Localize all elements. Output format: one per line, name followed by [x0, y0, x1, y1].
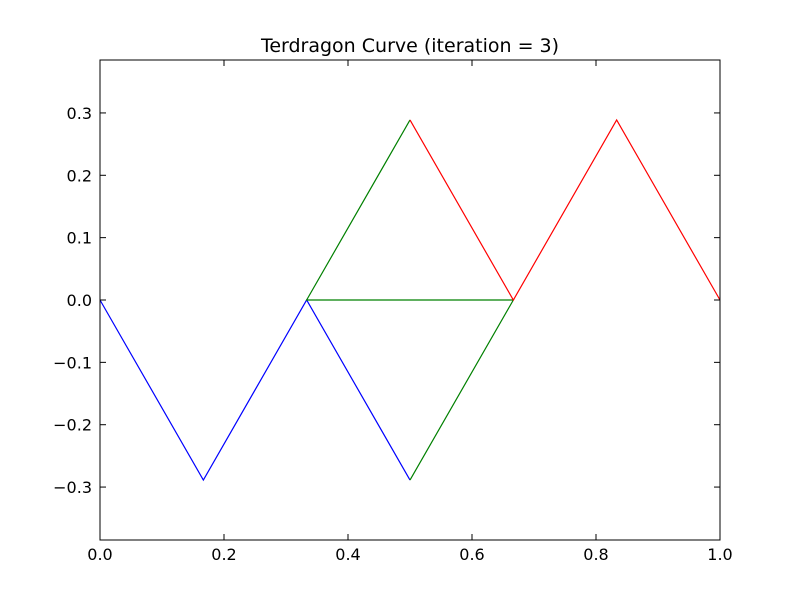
series-layer	[99, 118, 721, 482]
ticks-layer: 0.0 0.2 0.4 0.6 0.8 1.0 −0.3 −0.2 −0.1 0.0 0.1 0.2 0…	[53, 60, 733, 564]
y-tick-label: 0.2	[67, 166, 92, 185]
x-tick-label: 1.0	[707, 545, 732, 564]
y-tick-label: 0.1	[67, 229, 92, 248]
y-tick-label: 0.0	[67, 291, 92, 310]
x-tick-label: 0.4	[335, 545, 360, 564]
y-tick-label: 0.3	[67, 104, 92, 123]
y-tick-label: −0.1	[53, 353, 92, 372]
series-line-1	[99, 298, 411, 482]
series-line-2	[305, 119, 515, 481]
x-tick-label: 0.6	[459, 545, 484, 564]
series-line-3	[409, 118, 721, 302]
x-tick-label: 0.0	[87, 545, 112, 564]
plot-area-frame	[99, 59, 721, 541]
y-tick-label: −0.3	[53, 478, 92, 497]
y-tick-label: −0.2	[53, 416, 92, 435]
x-tick-label: 0.8	[583, 545, 608, 564]
x-tick-label: 0.2	[211, 545, 236, 564]
chart-title: Terdragon Curve (iteration = 3)	[260, 35, 559, 57]
